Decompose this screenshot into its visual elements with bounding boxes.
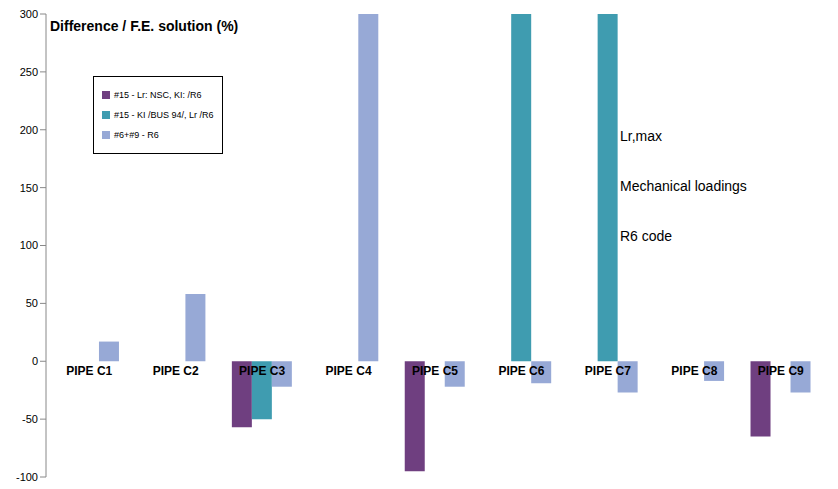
svg-text:100: 100 [20, 239, 38, 251]
svg-text:PIPE C8: PIPE C8 [671, 364, 717, 378]
svg-text:PIPE C2: PIPE C2 [153, 364, 199, 378]
svg-text:-100: -100 [16, 471, 38, 481]
svg-text:PIPE C5: PIPE C5 [412, 364, 458, 378]
html-text:#15 - Lr: NSC, KI: /R6: #15 - Lr: NSC, KI: /R6 [114, 90, 202, 100]
html-text:#6+#9 - R6: #6+#9 - R6 [114, 130, 159, 140]
svg-text:PIPE C3: PIPE C3 [239, 364, 285, 378]
svg-text:PIPE C9: PIPE C9 [758, 364, 804, 378]
html-text:#15 - KI /BUS 94/, Lr /R6: #15 - KI /BUS 94/, Lr /R6 [114, 110, 214, 120]
svg-text:-50: -50 [22, 413, 38, 425]
html-text:Difference / F.E. solution (%): Difference / F.E. solution (%) [50, 18, 239, 34]
svg-text:300: 300 [20, 8, 38, 20]
svg-text:50: 50 [26, 297, 38, 309]
html-text:Mechanical loadings: Mechanical loadings [620, 178, 747, 194]
svg-text:PIPE C7: PIPE C7 [585, 364, 631, 378]
svg-text:PIPE C1: PIPE C1 [66, 364, 112, 378]
svg-text:PIPE C4: PIPE C4 [326, 364, 372, 378]
svg-text:0: 0 [32, 355, 38, 367]
html-text:R6 code: R6 code [620, 228, 673, 244]
svg-text:200: 200 [20, 124, 38, 136]
svg-text:PIPE C6: PIPE C6 [498, 364, 544, 378]
html-text:Lr,max: Lr,max [620, 128, 662, 144]
svg-text:150: 150 [20, 182, 38, 194]
svg-text:250: 250 [20, 66, 38, 78]
